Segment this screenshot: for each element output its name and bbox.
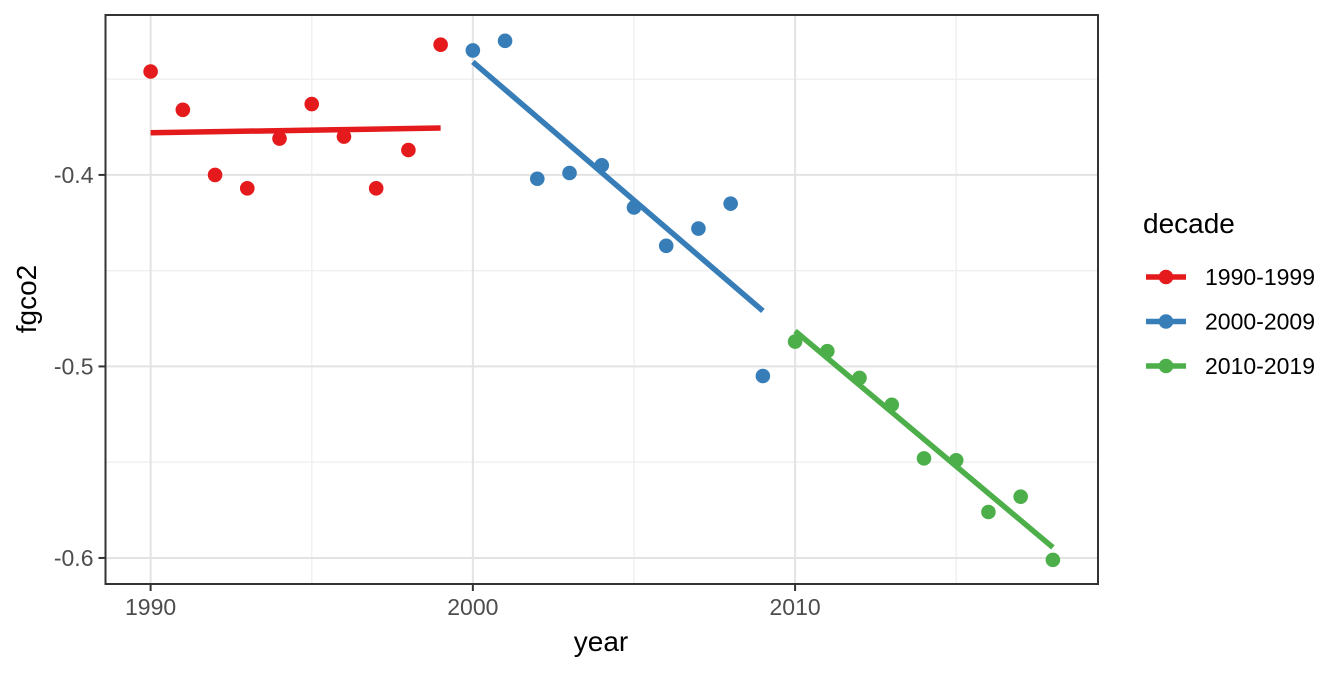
panel-border xyxy=(104,14,1099,585)
y-tick-label: -0.5 xyxy=(54,353,94,379)
plot-panel xyxy=(105,15,1098,584)
point-2000-2009-2009 xyxy=(755,368,771,384)
point-2000-2009-2002 xyxy=(530,171,545,187)
point-2010-2019-2016 xyxy=(981,504,996,520)
legend-items: 1990-1999 2000-2009 2010-2019 xyxy=(1146,264,1315,379)
point-2010-2019-2015 xyxy=(948,452,964,468)
point-2010-2019-2018 xyxy=(1045,552,1061,568)
trend-line-2000-2009 xyxy=(471,59,765,313)
point-2010-2019-2012 xyxy=(852,370,867,386)
gridlines-major xyxy=(105,15,1098,584)
y-tick-label: -0.4 xyxy=(54,162,94,188)
point-2000-2009-2004 xyxy=(594,158,610,173)
point-1990-1999-1999 xyxy=(433,37,448,52)
axis-tick-labels: 1990 2000 2010 -0.4 -0.5 -0.6 xyxy=(54,162,821,620)
point-1990-1999-1995 xyxy=(304,96,320,112)
legend-label-2000-2009: 2000-2009 xyxy=(1205,309,1315,335)
legend-key-point-2010-2019 xyxy=(1158,358,1174,374)
legend-label-2010-2019: 2010-2019 xyxy=(1205,353,1315,379)
trend-lines xyxy=(150,59,1055,550)
legend: decade 1990-1999 2000-2009 2010-2019 xyxy=(1143,208,1315,379)
point-1990-1999-1991 xyxy=(175,102,191,118)
point-1990-1999-1990 xyxy=(143,64,158,79)
point-1990-1999-1998 xyxy=(401,142,416,158)
point-2010-2019-2011 xyxy=(820,343,835,359)
x-tick-label: 1990 xyxy=(125,594,176,620)
x-tick-label: 2010 xyxy=(770,594,821,620)
point-2000-2009-2008 xyxy=(723,196,738,211)
point-2000-2009-2001 xyxy=(497,33,513,49)
point-2000-2009-2005 xyxy=(626,200,642,215)
point-2000-2009-2007 xyxy=(691,221,706,236)
point-1990-1999-1997 xyxy=(368,181,384,196)
point-1990-1999-1996 xyxy=(336,129,352,144)
legend-key-point-2000-2009 xyxy=(1158,314,1174,329)
point-2000-2009-2000 xyxy=(465,43,481,58)
point-2010-2019-2013 xyxy=(884,397,900,413)
point-1990-1999-1993 xyxy=(239,181,255,196)
point-1990-1999-1992 xyxy=(207,167,223,183)
point-1990-1999-1994 xyxy=(272,131,287,146)
y-tick-label: -0.6 xyxy=(54,545,94,571)
y-axis-title: fgco2 xyxy=(11,265,42,334)
trend-line-2010-2019 xyxy=(793,328,1055,550)
point-2000-2009-2006 xyxy=(658,238,674,254)
point-2010-2019-2017 xyxy=(1013,489,1028,504)
trend-line-1990-1999 xyxy=(150,125,441,136)
axis-tick-marks xyxy=(98,173,797,591)
legend-label-1990-1999: 1990-1999 xyxy=(1205,264,1315,290)
point-2010-2019-2014 xyxy=(916,451,932,466)
point-2000-2009-2003 xyxy=(562,165,577,181)
data-points xyxy=(143,33,1061,568)
x-tick-label: 2000 xyxy=(447,594,498,620)
legend-key-point-1990-1999 xyxy=(1158,269,1174,285)
gridlines-minor xyxy=(105,15,1098,584)
legend-title: decade xyxy=(1143,208,1235,239)
x-axis-title: year xyxy=(574,626,628,657)
point-2010-2019-2010 xyxy=(787,334,803,349)
